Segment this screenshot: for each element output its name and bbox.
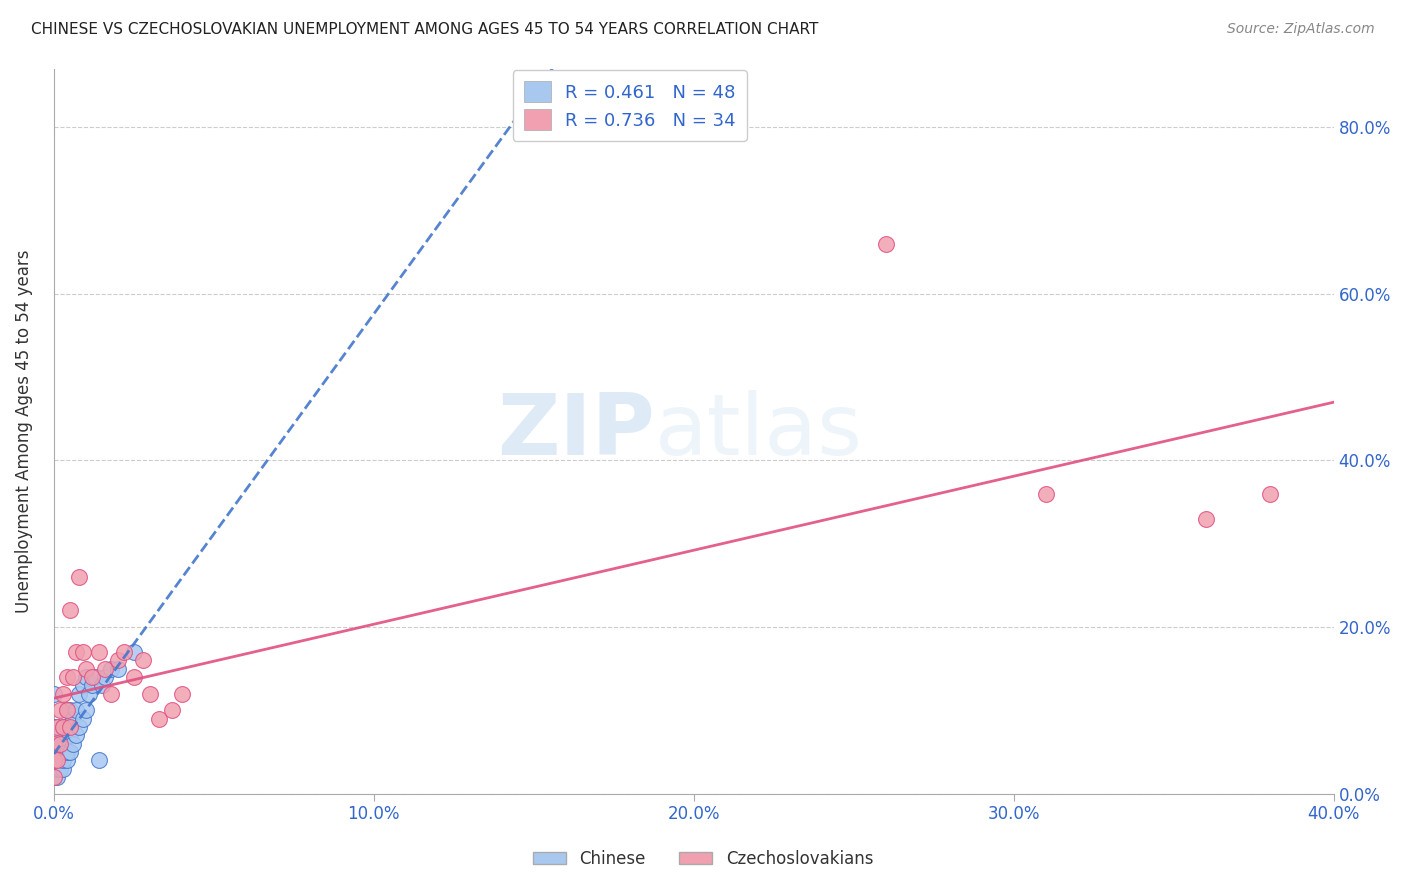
Point (42, 745, 65, 759)
Point (46, 753, 69, 767)
Point (55, 720, 77, 734)
Point (100, 662, 122, 676)
Point (55, 745, 77, 759)
Point (49, 728, 72, 742)
Point (59, 728, 82, 742)
Point (49, 753, 72, 767)
Point (1035, 486, 1057, 500)
Point (107, 662, 129, 676)
Point (42, 737, 65, 751)
Point (42, 770, 65, 784)
Point (55, 670, 77, 684)
Point (170, 687, 193, 701)
Point (52, 762, 75, 776)
Point (42, 728, 65, 742)
Point (62, 712, 84, 726)
Point (42, 762, 65, 776)
Text: atlas: atlas (655, 390, 863, 473)
Text: Source: ZipAtlas.com: Source: ZipAtlas.com (1227, 22, 1375, 37)
Point (52, 753, 75, 767)
Point (77, 687, 100, 701)
Point (75, 703, 97, 717)
Point (49, 703, 72, 717)
Point (75, 662, 97, 676)
Point (1258, 486, 1281, 500)
Point (52, 737, 75, 751)
Point (42, 737, 65, 751)
Point (72, 645, 94, 659)
Text: ZIP: ZIP (498, 390, 655, 473)
Point (62, 737, 84, 751)
Point (67, 687, 90, 701)
Point (46, 762, 69, 776)
Point (46, 770, 69, 784)
Point (75, 670, 97, 684)
Legend: Chinese, Czechoslovakians: Chinese, Czechoslovakians (526, 844, 880, 875)
Point (59, 603, 82, 617)
Point (49, 745, 72, 759)
Point (65, 703, 87, 717)
Point (42, 753, 65, 767)
Point (139, 687, 162, 701)
Point (62, 670, 84, 684)
Point (72, 712, 94, 726)
Point (122, 670, 145, 684)
Point (160, 703, 183, 717)
Y-axis label: Unemployment Among Ages 45 to 54 years: Unemployment Among Ages 45 to 54 years (15, 250, 32, 613)
Point (65, 645, 87, 659)
Point (67, 570, 90, 584)
Point (55, 703, 77, 717)
Point (42, 720, 65, 734)
Point (94, 662, 117, 676)
Point (59, 745, 82, 759)
Point (100, 687, 122, 701)
Point (82, 670, 104, 684)
Point (59, 703, 82, 717)
Point (42, 687, 65, 701)
Point (55, 753, 77, 767)
Point (94, 670, 117, 684)
Point (52, 745, 75, 759)
Point (112, 645, 135, 659)
Point (46, 720, 69, 734)
Text: CHINESE VS CZECHOSLOVAKIAN UNEMPLOYMENT AMONG AGES 45 TO 54 YEARS CORRELATION CH: CHINESE VS CZECHOSLOVAKIAN UNEMPLOYMENT … (31, 22, 818, 37)
Point (52, 720, 75, 734)
Point (42, 770, 65, 784)
Point (55, 703, 77, 717)
Point (67, 720, 90, 734)
Point (49, 762, 72, 776)
Point (49, 737, 72, 751)
Legend: R = 0.461   N = 48, R = 0.736   N = 34: R = 0.461 N = 48, R = 0.736 N = 34 (513, 70, 747, 141)
Point (84, 670, 107, 684)
Point (107, 653, 129, 667)
Point (148, 712, 170, 726)
Point (65, 728, 87, 742)
Point (875, 236, 897, 251)
Point (46, 720, 69, 734)
Point (52, 720, 75, 734)
Point (132, 653, 155, 667)
Point (1195, 511, 1218, 525)
Point (87, 645, 110, 659)
Point (46, 745, 69, 759)
Point (122, 645, 145, 659)
Point (42, 753, 65, 767)
Point (52, 687, 75, 701)
Point (72, 678, 94, 692)
Point (46, 753, 69, 767)
Point (59, 720, 82, 734)
Point (82, 678, 104, 692)
Point (87, 753, 110, 767)
Point (90, 678, 112, 692)
